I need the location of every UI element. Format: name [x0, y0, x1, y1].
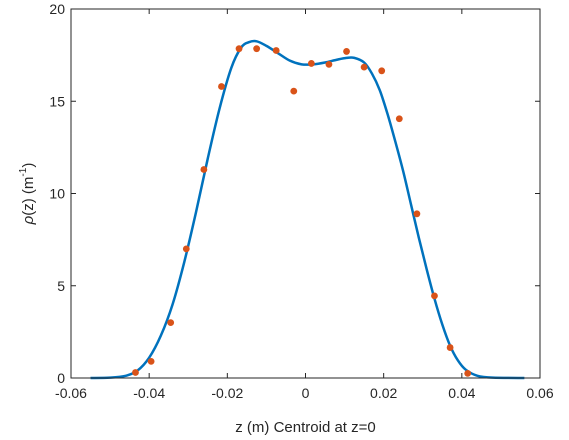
- data-point: [446, 344, 454, 351]
- y-axis-label: ρ(z) (m-1): [18, 163, 37, 226]
- data-point: [360, 63, 368, 71]
- y-axis-label-close: ): [20, 163, 37, 168]
- data-point: [413, 210, 421, 218]
- data-point: [147, 357, 155, 365]
- x-tick-label: 0: [302, 385, 310, 401]
- fitted-curve-layer: [90, 39, 525, 380]
- y-axis-label-rho: ρ: [20, 215, 37, 225]
- x-tick-label: -0.02: [211, 385, 243, 401]
- x-axis-label: z (m) Centroid at z=0: [235, 419, 375, 436]
- x-tick-label: 0.04: [448, 385, 475, 401]
- y-tick-label: 5: [57, 278, 65, 294]
- y-axis-label-main: (z) (m: [20, 177, 37, 216]
- y-tick-label: 10: [49, 186, 65, 202]
- x-tick-label: 0.06: [526, 385, 553, 401]
- x-tick-label: -0.04: [133, 385, 165, 401]
- data-point: [431, 292, 438, 300]
- plot-area: [71, 9, 540, 378]
- y-tick-label: 20: [49, 1, 65, 17]
- data-points-layer: [132, 45, 472, 377]
- x-tick-labels: -0.06 -0.04 -0.02 0 0.02 0.04 0.06: [55, 385, 554, 401]
- y-tick-label: 0: [57, 370, 65, 386]
- data-point: [325, 60, 333, 68]
- fitted-curve: [90, 39, 525, 380]
- y-tick-labels: 0 5 10 15 20: [49, 1, 65, 386]
- data-point: [395, 115, 403, 123]
- y-tick-label: 15: [49, 93, 65, 109]
- data-point: [132, 369, 139, 376]
- data-point: [200, 166, 208, 173]
- x-tick-label: -0.06: [55, 385, 87, 401]
- data-point: [290, 87, 298, 95]
- data-point: [272, 47, 280, 54]
- data-point: [464, 369, 472, 377]
- data-point: [182, 245, 190, 253]
- data-point: [378, 67, 386, 75]
- plot-frame: [70, 8, 541, 379]
- x-tick-label: 0.02: [370, 385, 397, 401]
- data-point: [307, 60, 315, 67]
- data-point: [253, 45, 261, 53]
- data-point: [218, 83, 225, 90]
- data-point: [343, 48, 350, 55]
- data-point: [167, 319, 175, 327]
- data-point: [235, 45, 243, 53]
- y-axis-label-exponent: -1: [18, 167, 29, 176]
